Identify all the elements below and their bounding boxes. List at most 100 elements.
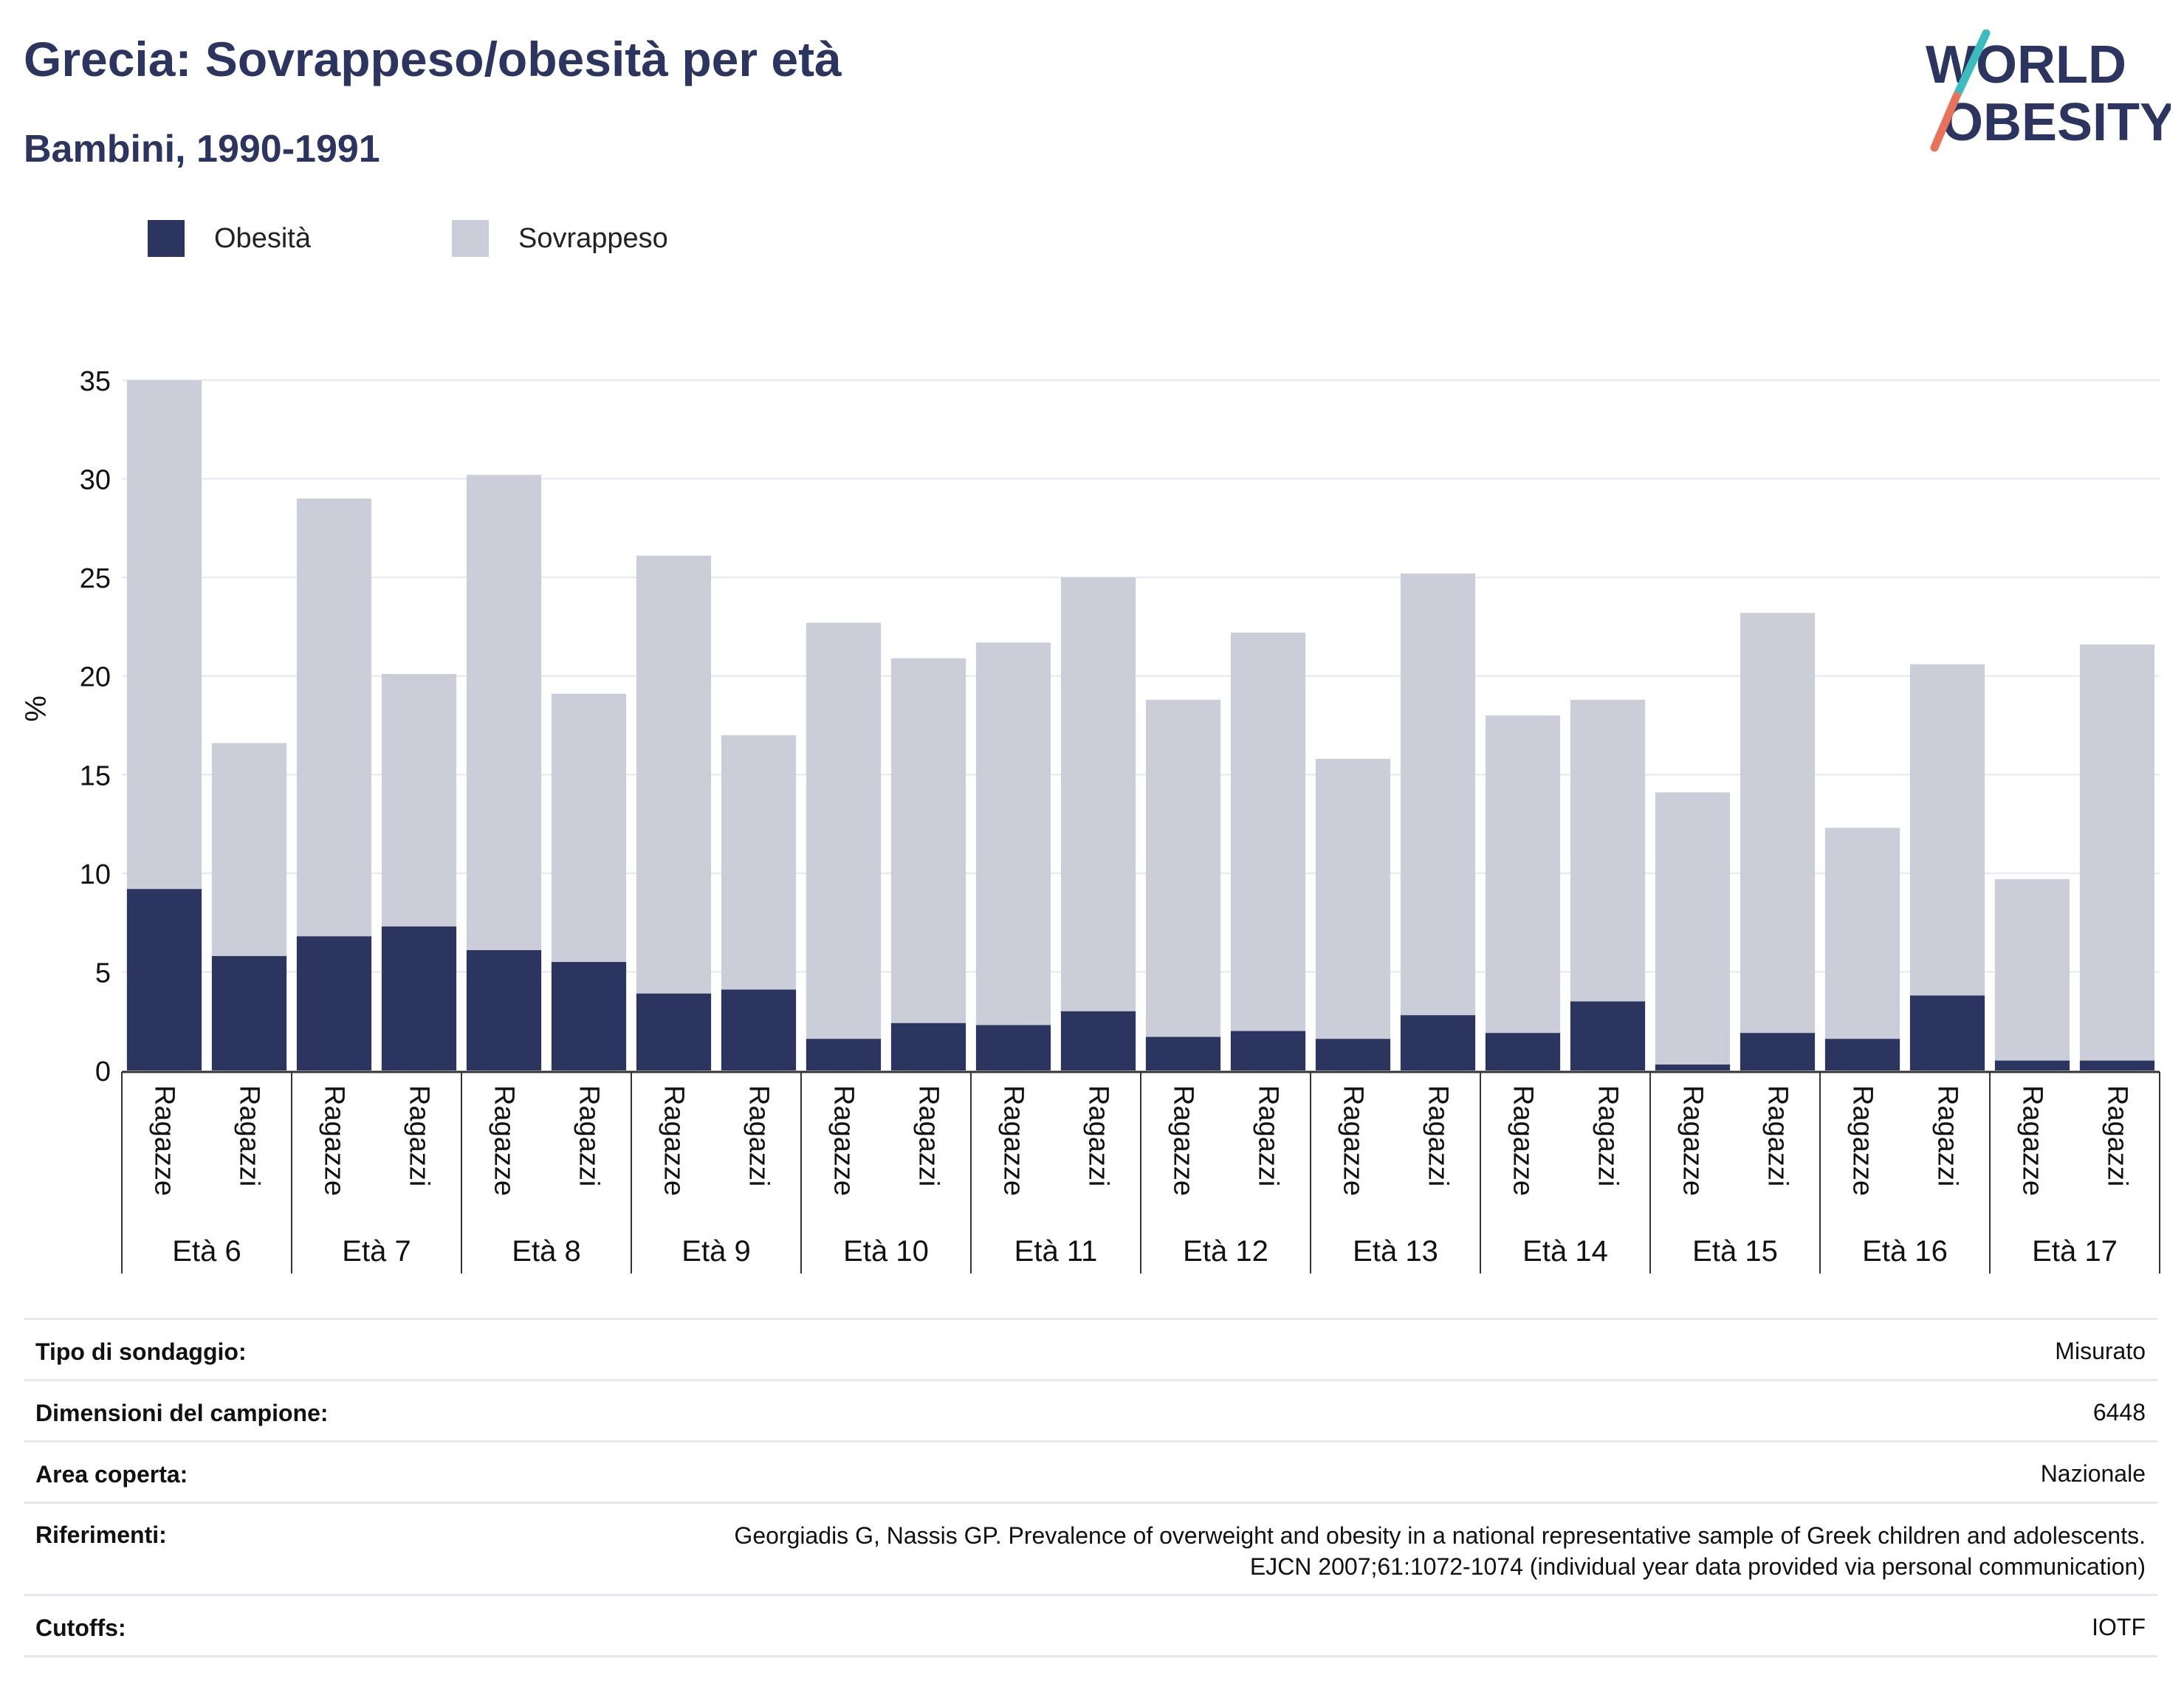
x-tick-label-sex: Ragazzi	[1422, 1085, 1453, 1186]
y-axis: 0 5 10 15 20 25 30 35	[80, 366, 111, 1087]
bar-obesity	[1315, 1039, 1391, 1070]
info-value-references: Georgiadis G, Nassis GP. Prevalence of o…	[734, 1520, 2146, 1582]
info-row-area: Area coperta: Nazionale	[24, 1440, 2157, 1502]
bar-obesity	[806, 1039, 882, 1070]
bar-overweight	[2079, 644, 2155, 1070]
info-label-references: Riferimenti:	[35, 1522, 167, 1548]
x-tick-label-sex: Ragazze	[488, 1085, 519, 1196]
legend-label-obesity: Obesità	[214, 223, 311, 254]
x-tick-label-sex: Ragazze	[148, 1085, 179, 1196]
info-value-survey-type: Misurato	[2055, 1338, 2146, 1364]
x-group-label: Età 12	[1183, 1235, 1268, 1268]
info-value-cutoffs: IOTF	[2092, 1614, 2146, 1640]
info-value-area: Nazionale	[2040, 1460, 2146, 1487]
x-tick-label-sex: Ragazzi	[403, 1085, 434, 1186]
x-group-label: Età 8	[512, 1235, 580, 1268]
bar-overweight	[1994, 879, 2070, 1070]
x-tick-label-sex: Ragazzi	[1592, 1085, 1623, 1186]
y-tick-label: 10	[80, 859, 111, 890]
bar-overweight	[1315, 758, 1391, 1070]
info-value-references-line-1: Georgiadis G, Nassis GP. Prevalence of o…	[734, 1522, 2146, 1549]
bar-obesity	[1655, 1064, 1731, 1070]
x-group-label: Età 6	[172, 1235, 241, 1268]
logo-slash-teal	[1952, 30, 1991, 100]
bar-obesity	[1145, 1036, 1221, 1070]
x-group-label: Età 17	[2032, 1235, 2118, 1268]
grid-lines	[122, 379, 2160, 973]
bar-overweight	[1485, 715, 1561, 1070]
bar-overweight	[890, 658, 966, 1070]
bar-overweight	[1824, 828, 1900, 1070]
world-obesity-logo: WORLD OBESITY	[1926, 30, 2171, 152]
bar-obesity	[2079, 1060, 2155, 1070]
x-tick-label-sex: Ragazze	[997, 1085, 1029, 1196]
bar-overweight	[1740, 613, 1816, 1070]
info-row-survey-type: Tipo di sondaggio: Misurato	[24, 1318, 2157, 1379]
bar-obesity	[1485, 1033, 1561, 1070]
bar-obesity	[636, 993, 712, 1070]
x-group-label: Età 7	[342, 1235, 411, 1268]
bar-obesity	[1060, 1011, 1136, 1070]
bar-obesity	[381, 926, 457, 1070]
page-title: Grecia: Sovrappeso/obesità per età	[24, 32, 842, 86]
y-tick-label: 35	[80, 366, 111, 397]
x-group-label: Età 10	[843, 1235, 929, 1268]
x-tick-label-sex: Ragazzi	[1252, 1085, 1283, 1186]
info-label-area: Area coperta:	[35, 1461, 188, 1488]
x-tick-label-sex: Ragazze	[1847, 1085, 1878, 1196]
x-group-label: Età 13	[1353, 1235, 1438, 1268]
bar-obesity	[296, 936, 372, 1070]
logo-line-2: OBESITY	[1942, 93, 2171, 152]
y-tick-label: 25	[80, 563, 111, 594]
bar-obesity	[890, 1022, 966, 1070]
info-label-cutoffs: Cutoffs:	[35, 1615, 126, 1641]
y-tick-label: 30	[80, 465, 111, 496]
bar-overweight	[1400, 573, 1476, 1070]
bar-obesity	[721, 989, 797, 1070]
info-row-references: Riferimenti: Georgiadis G, Nassis GP. Pr…	[24, 1502, 2157, 1594]
x-tick-label-sex: Ragazze	[658, 1085, 689, 1196]
x-tick-label-sex: Ragazze	[1337, 1085, 1368, 1196]
info-value-sample-size: 6448	[2092, 1399, 2146, 1426]
bar-obesity	[975, 1025, 1051, 1070]
bar-obesity	[126, 889, 202, 1070]
y-tick-label: 15	[80, 760, 111, 791]
bar-obesity	[466, 950, 542, 1070]
bar-overweight	[1655, 792, 1731, 1070]
info-table-bottom-border	[24, 1655, 2157, 1657]
logo-line-1: WORLD	[1926, 35, 2126, 94]
y-tick-label: 0	[95, 1056, 111, 1087]
page-subtitle: Bambini, 1990-1991	[24, 128, 380, 171]
bar-overweight	[975, 642, 1051, 1070]
y-tick-label: 20	[80, 662, 111, 693]
x-tick-label-sex: Ragazzi	[233, 1085, 264, 1186]
info-value-references-line-2: EJCN 2007;61:1072-1074 (individual year …	[1249, 1553, 2146, 1580]
bar-obesity	[211, 956, 287, 1070]
legend-swatch-overweight	[452, 220, 489, 257]
info-row-cutoffs: Cutoffs: IOTF	[24, 1594, 2157, 1655]
survey-info-table: Tipo di sondaggio: Misurato Dimensioni d…	[24, 1318, 2157, 1657]
x-tick-label-sex: Ragazzi	[1931, 1085, 1962, 1186]
x-tick-label-sex: Ragazze	[1507, 1085, 1538, 1196]
x-group-label: Età 14	[1522, 1235, 1608, 1268]
bar-obesity	[1570, 1001, 1646, 1070]
bar-obesity	[1740, 1033, 1816, 1070]
bar-obesity	[1400, 1015, 1476, 1070]
bar-overweight	[636, 555, 712, 1070]
x-axis: Ragazze Ragazzi Età 6 Ragazze Ragazzi Età 7 Ra…	[121, 1070, 2160, 1273]
x-tick-label-sex: Ragazzi	[913, 1085, 944, 1186]
x-tick-label-sex: Ragazze	[2016, 1085, 2047, 1196]
bar-obesity	[551, 962, 627, 1070]
bar-obesity	[1824, 1039, 1900, 1070]
x-tick-label-sex: Ragazzi	[1762, 1085, 1793, 1186]
bar-obesity	[1994, 1060, 2070, 1070]
legend-label-overweight: Sovrappeso	[518, 223, 668, 254]
x-tick-label-sex: Ragazzi	[573, 1085, 604, 1186]
x-tick-label-sex: Ragazze	[1167, 1085, 1198, 1196]
x-group-label: Età 16	[1862, 1235, 1948, 1268]
x-group-label: Età 15	[1692, 1235, 1778, 1268]
bar-overweight	[806, 622, 882, 1070]
x-tick-label-sex: Ragazze	[828, 1085, 859, 1196]
bars	[126, 380, 2155, 1070]
